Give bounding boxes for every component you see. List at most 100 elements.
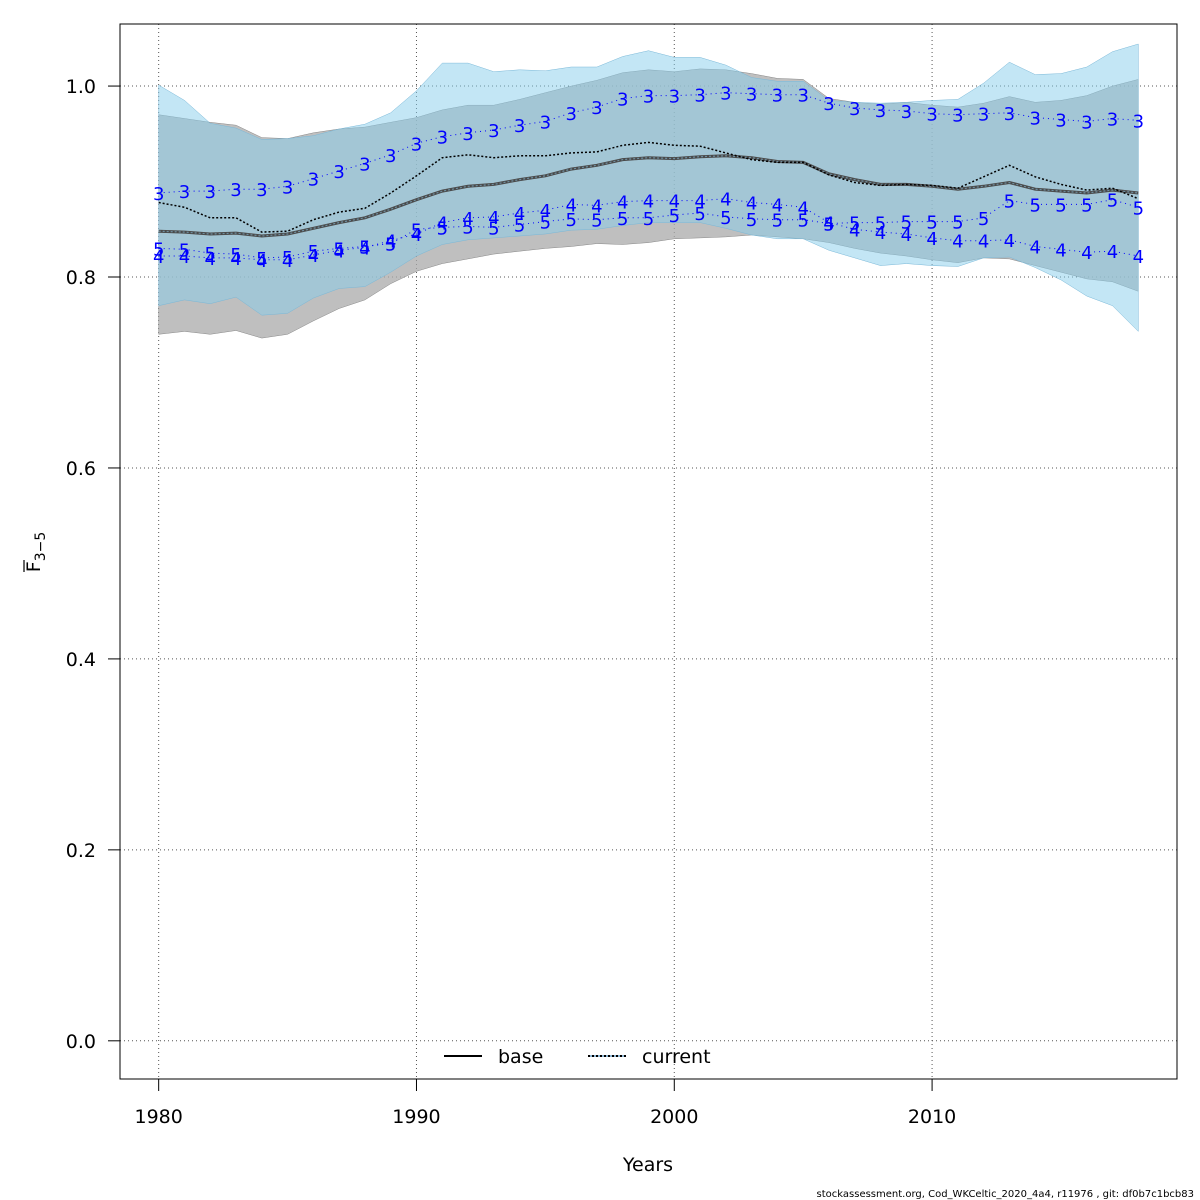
x-tick-label: 1990 [392, 1106, 440, 1128]
age-5-marker: 5 [746, 210, 757, 231]
age-3-marker: 3 [1081, 112, 1092, 133]
age-5-marker: 5 [901, 213, 912, 234]
age-4-marker: 4 [772, 195, 783, 216]
age-3-marker: 3 [926, 105, 937, 126]
age-5-marker: 5 [978, 209, 989, 230]
age-4-marker: 4 [333, 241, 344, 262]
age-3-marker: 3 [746, 85, 757, 106]
age-4-marker: 4 [1004, 231, 1015, 252]
age-3-marker: 3 [720, 84, 731, 105]
age-3-marker: 3 [462, 124, 473, 145]
age-3-marker: 3 [694, 86, 705, 107]
age-4-marker: 4 [153, 247, 164, 268]
y-tick-label: 0.0 [66, 1031, 96, 1053]
base-line-overlay [158, 155, 1139, 237]
age-4-marker: 4 [875, 223, 886, 244]
age-3-marker: 3 [411, 134, 422, 155]
age-3-marker: 3 [591, 98, 602, 119]
y-tick-label: 0.8 [66, 267, 96, 289]
age-3-marker: 3 [1004, 104, 1015, 125]
age-5-marker: 5 [359, 238, 370, 259]
age-4-marker: 4 [385, 232, 396, 253]
age-3-marker: 3 [617, 90, 628, 111]
age-5-marker: 5 [514, 216, 525, 237]
age-3-marker: 3 [488, 121, 499, 142]
age-3-marker: 3 [669, 87, 680, 108]
y-axis-title-sub: 3−5 [33, 532, 49, 562]
x-axis-title: Years [622, 1154, 673, 1176]
age-4-marker: 4 [1133, 247, 1144, 268]
age-5-marker: 5 [926, 213, 937, 234]
age-3-marker: 3 [333, 162, 344, 183]
age-5-marker: 5 [462, 217, 473, 238]
age-3-marker: 3 [823, 94, 834, 115]
age-5-marker: 5 [437, 218, 448, 239]
age-5-marker: 5 [1004, 192, 1015, 213]
age-3-marker: 3 [437, 128, 448, 149]
age-5-line [158, 199, 1139, 259]
age-4-marker: 4 [565, 195, 576, 216]
age-5-marker: 5 [875, 214, 886, 235]
age-5-marker: 5 [797, 211, 808, 232]
age-4-marker: 4 [1029, 238, 1040, 259]
age-5-marker: 5 [823, 215, 834, 236]
age-4-marker: 4 [1081, 243, 1092, 264]
age-4-marker: 4 [359, 238, 370, 259]
current-line [158, 141, 1139, 233]
age-3-marker: 3 [1107, 110, 1118, 131]
age-3-marker: 3 [952, 106, 963, 127]
age-5-marker: 5 [720, 208, 731, 229]
age-4-marker: 4 [488, 208, 499, 229]
age-4-marker: 4 [308, 246, 319, 267]
age-3-marker: 3 [514, 116, 525, 137]
age-3-marker: 3 [772, 86, 783, 107]
axes: 1980 1990 2000 2010 0.0 0.2 0.4 0.6 0.8 1.0 [66, 76, 956, 1128]
age-5-marker: 5 [694, 204, 705, 225]
age-3-line [158, 92, 1139, 194]
age-markers: 3 3 3 3 3 3 3 3 3 33 3 3 3 3 3 3 3 3 3 3 3 3 3 3 3 3 3 3 3 3 3 3 3 3 3 3 3 34… [153, 84, 1144, 272]
age-3-marker: 3 [1029, 109, 1040, 130]
age-4-marker: 4 [591, 196, 602, 217]
footer-credit: stockassessment.org, Cod_WKCeltic_2020_4… [817, 1189, 1194, 1200]
age-4-marker: 4 [643, 192, 654, 213]
age-3-marker: 3 [1133, 111, 1144, 132]
age-5-marker: 5 [565, 210, 576, 231]
age-3-marker: 3 [359, 154, 370, 175]
svg-text:F3−5: F3−5 [23, 532, 49, 572]
age-5-marker: 5 [643, 209, 654, 230]
age-3-marker: 3 [256, 180, 267, 201]
age-4-marker: 4 [823, 214, 834, 235]
age-4-marker: 4 [256, 251, 267, 272]
age-4-marker: 4 [901, 225, 912, 246]
age-5-marker: 5 [849, 214, 860, 235]
age-4-marker: 4 [411, 225, 422, 246]
y-axis-title-main: F [23, 561, 45, 572]
age-5-marker: 5 [230, 245, 241, 266]
age-3-marker: 3 [385, 146, 396, 167]
age-5-marker: 5 [669, 206, 680, 227]
age-4-marker: 4 [1055, 240, 1066, 261]
age-5-marker: 5 [591, 211, 602, 232]
age-4-marker: 4 [514, 204, 525, 225]
age-5-marker: 5 [204, 244, 215, 265]
age-4-marker: 4 [746, 194, 757, 215]
age-4-marker: 4 [669, 192, 680, 213]
age-5-marker: 5 [1029, 195, 1040, 216]
age-3-marker: 3 [282, 177, 293, 198]
confidence-bands [158, 43, 1139, 339]
age-4-marker: 4 [179, 247, 190, 268]
series-lines [158, 141, 1139, 238]
age-3-marker: 3 [540, 112, 551, 133]
age-5-marker: 5 [1081, 195, 1092, 216]
age-5-marker: 5 [1107, 191, 1118, 212]
age-4-marker: 4 [230, 249, 241, 270]
age-5-marker: 5 [153, 239, 164, 260]
age-4-marker: 4 [204, 249, 215, 270]
y-tick-label: 0.6 [66, 458, 96, 480]
current-confidence-band [158, 43, 1139, 333]
age-3-marker: 3 [643, 87, 654, 108]
age-5-marker: 5 [540, 213, 551, 234]
age-5-marker: 5 [256, 249, 267, 270]
x-tick-label: 2010 [908, 1106, 956, 1128]
x-tick-label: 1980 [134, 1106, 182, 1128]
